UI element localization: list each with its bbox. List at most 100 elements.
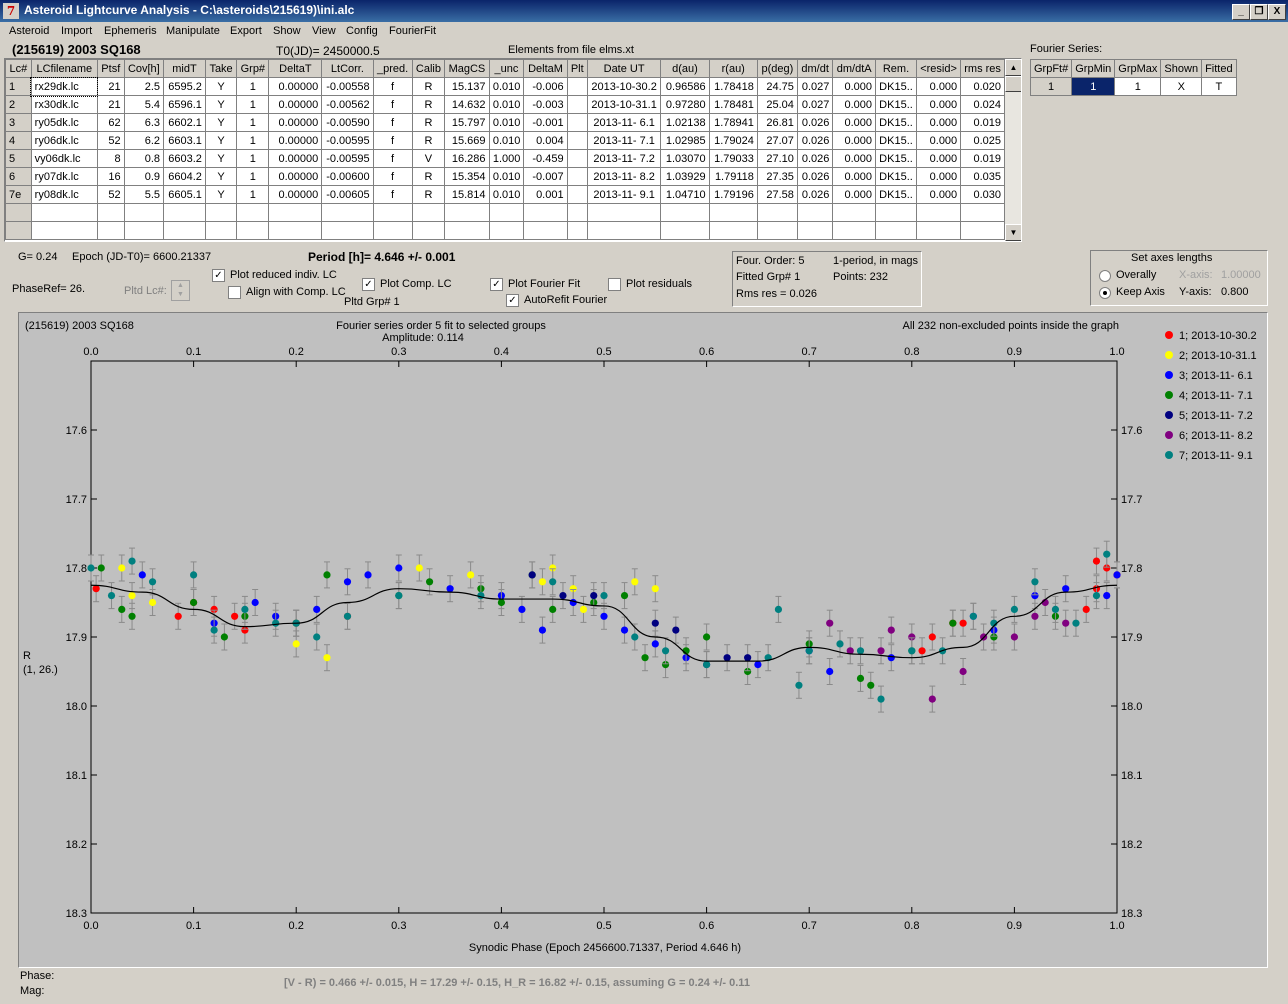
table-cell[interactable]: -0.001 <box>523 113 568 132</box>
table-cell[interactable]: 26.81 <box>756 113 798 132</box>
table-cell[interactable]: 8 <box>96 149 125 168</box>
table-cell[interactable]: -0.00605 <box>321 185 374 204</box>
table-cell[interactable]: 6603.2 <box>163 149 206 168</box>
table-cell[interactable]: 1.78481 <box>708 95 758 114</box>
lc-col-4[interactable]: midT <box>163 59 206 78</box>
empty-cell[interactable] <box>488 203 525 222</box>
empty-cell[interactable] <box>708 221 758 240</box>
table-cell[interactable]: 0.96586 <box>660 77 710 96</box>
table-cell[interactable]: 52 <box>96 131 125 150</box>
fourier-cell-shown[interactable]: X <box>1160 77 1203 96</box>
table-cell[interactable]: 15.669 <box>444 131 490 150</box>
empty-cell[interactable] <box>832 203 876 222</box>
menu-export[interactable]: Export <box>230 25 262 37</box>
empty-cell[interactable] <box>163 221 206 240</box>
table-cell[interactable]: 0.000 <box>832 167 876 186</box>
menu-view[interactable]: View <box>312 25 336 37</box>
table-cell[interactable]: 25.04 <box>756 95 798 114</box>
table-cell[interactable]: 1.78941 <box>708 113 758 132</box>
empty-cell[interactable] <box>756 203 798 222</box>
table-cell[interactable]: 0.020 <box>960 77 1005 96</box>
table-cell[interactable]: 4 <box>5 131 32 150</box>
table-cell[interactable]: 0.8 <box>123 149 165 168</box>
table-cell[interactable]: 1.000 <box>488 149 525 168</box>
lc-col-0[interactable]: Lc# <box>5 59 32 78</box>
lc-col-11[interactable]: MagCS <box>444 59 490 78</box>
table-cell[interactable]: 0.010 <box>488 77 525 96</box>
table-cell[interactable]: 52 <box>96 185 125 204</box>
table-cell[interactable]: ry06dk.lc <box>30 131 98 150</box>
table-cell[interactable]: 0.027 <box>796 77 834 96</box>
align-comp-checkbox[interactable] <box>228 286 241 299</box>
table-cell[interactable]: 1.79024 <box>708 131 758 150</box>
empty-cell[interactable] <box>756 221 798 240</box>
table-cell[interactable]: f <box>372 131 413 150</box>
empty-cell[interactable] <box>163 203 206 222</box>
xaxis-value[interactable]: 1.00000 <box>1221 269 1261 281</box>
plot-residuals-checkbox[interactable] <box>608 278 621 291</box>
table-cell[interactable]: vy06dk.lc <box>30 149 98 168</box>
table-cell[interactable]: 6604.2 <box>163 167 206 186</box>
menu-ephemeris[interactable]: Ephemeris <box>104 25 157 37</box>
table-row[interactable]: 2 rx30dk.lc 21 5.4 6596.1 Y 1 0.00000 -0.00562 f R… <box>5 95 1005 114</box>
table-cell[interactable]: 0.00000 <box>268 167 323 186</box>
table-cell[interactable]: Y <box>204 149 238 168</box>
table-cell[interactable]: 0.00000 <box>268 149 323 168</box>
table-cell[interactable]: 0.00000 <box>268 95 323 114</box>
empty-cell[interactable] <box>523 221 568 240</box>
table-cell[interactable]: f <box>372 95 413 114</box>
lc-col-21[interactable]: Rem. <box>875 59 917 78</box>
table-cell[interactable]: 0.000 <box>832 95 876 114</box>
empty-cell[interactable] <box>566 221 588 240</box>
lc-col-20[interactable]: dm/dtA <box>832 59 876 78</box>
table-cell[interactable]: 0.030 <box>960 185 1005 204</box>
menu-asteroid[interactable]: Asteroid <box>9 25 50 37</box>
table-cell[interactable]: 6602.1 <box>163 113 206 132</box>
table-cell[interactable]: 0.019 <box>960 113 1005 132</box>
table-cell[interactable]: R <box>411 167 446 186</box>
table-cell[interactable]: -0.00558 <box>321 77 374 96</box>
table-cell[interactable]: ry05dk.lc <box>30 113 98 132</box>
table-cell[interactable]: DK15.. <box>875 131 917 150</box>
lc-col-14[interactable]: Plt <box>566 59 588 78</box>
lc-col-10[interactable]: Calib <box>411 59 446 78</box>
table-cell[interactable]: 27.07 <box>756 131 798 150</box>
table-row[interactable]: 3 ry05dk.lc 62 6.3 6602.1 Y 1 0.00000 -0.00590 f R… <box>5 113 1005 132</box>
scroll-down-icon[interactable]: ▼ <box>1005 224 1021 241</box>
table-cell[interactable]: -0.00590 <box>321 113 374 132</box>
empty-cell[interactable] <box>123 221 165 240</box>
table-cell[interactable]: 6596.1 <box>163 95 206 114</box>
table-cell[interactable]: 0.010 <box>488 113 525 132</box>
empty-cell[interactable] <box>372 221 413 240</box>
table-cell[interactable]: -0.459 <box>523 149 568 168</box>
lc-col-17[interactable]: r(au) <box>708 59 758 78</box>
table-cell[interactable]: 0.00000 <box>268 113 323 132</box>
table-cell[interactable]: rx30dk.lc <box>30 95 98 114</box>
table-cell[interactable]: 0.000 <box>915 167 962 186</box>
table-cell[interactable]: 27.58 <box>756 185 798 204</box>
lc-col-18[interactable]: p(deg) <box>756 59 798 78</box>
table-cell[interactable]: ry07dk.lc <box>30 167 98 186</box>
table-cell[interactable]: 21 <box>96 77 125 96</box>
table-cell[interactable]: 0.027 <box>796 95 834 114</box>
table-cell[interactable]: 0.026 <box>796 131 834 150</box>
empty-cell[interactable] <box>444 203 490 222</box>
empty-cell[interactable] <box>236 221 270 240</box>
table-cell[interactable]: 0.026 <box>796 167 834 186</box>
table-cell[interactable]: -0.007 <box>523 167 568 186</box>
table-cell[interactable] <box>566 77 588 96</box>
empty-row[interactable] <box>5 221 1005 240</box>
table-cell[interactable]: Y <box>204 185 238 204</box>
table-cell[interactable]: 6605.1 <box>163 185 206 204</box>
table-cell[interactable]: R <box>411 113 446 132</box>
lc-table-scrollbar[interactable]: ▲ ▼ <box>1005 59 1021 241</box>
table-cell[interactable]: Y <box>204 77 238 96</box>
empty-cell[interactable] <box>96 203 125 222</box>
empty-cell[interactable] <box>236 203 270 222</box>
table-cell[interactable]: 0.026 <box>796 149 834 168</box>
lc-col-19[interactable]: dm/dt <box>796 59 834 78</box>
empty-cell[interactable] <box>268 221 323 240</box>
table-cell[interactable]: 1.04710 <box>660 185 710 204</box>
table-cell[interactable]: 0.00000 <box>268 131 323 150</box>
empty-cell[interactable] <box>915 203 962 222</box>
